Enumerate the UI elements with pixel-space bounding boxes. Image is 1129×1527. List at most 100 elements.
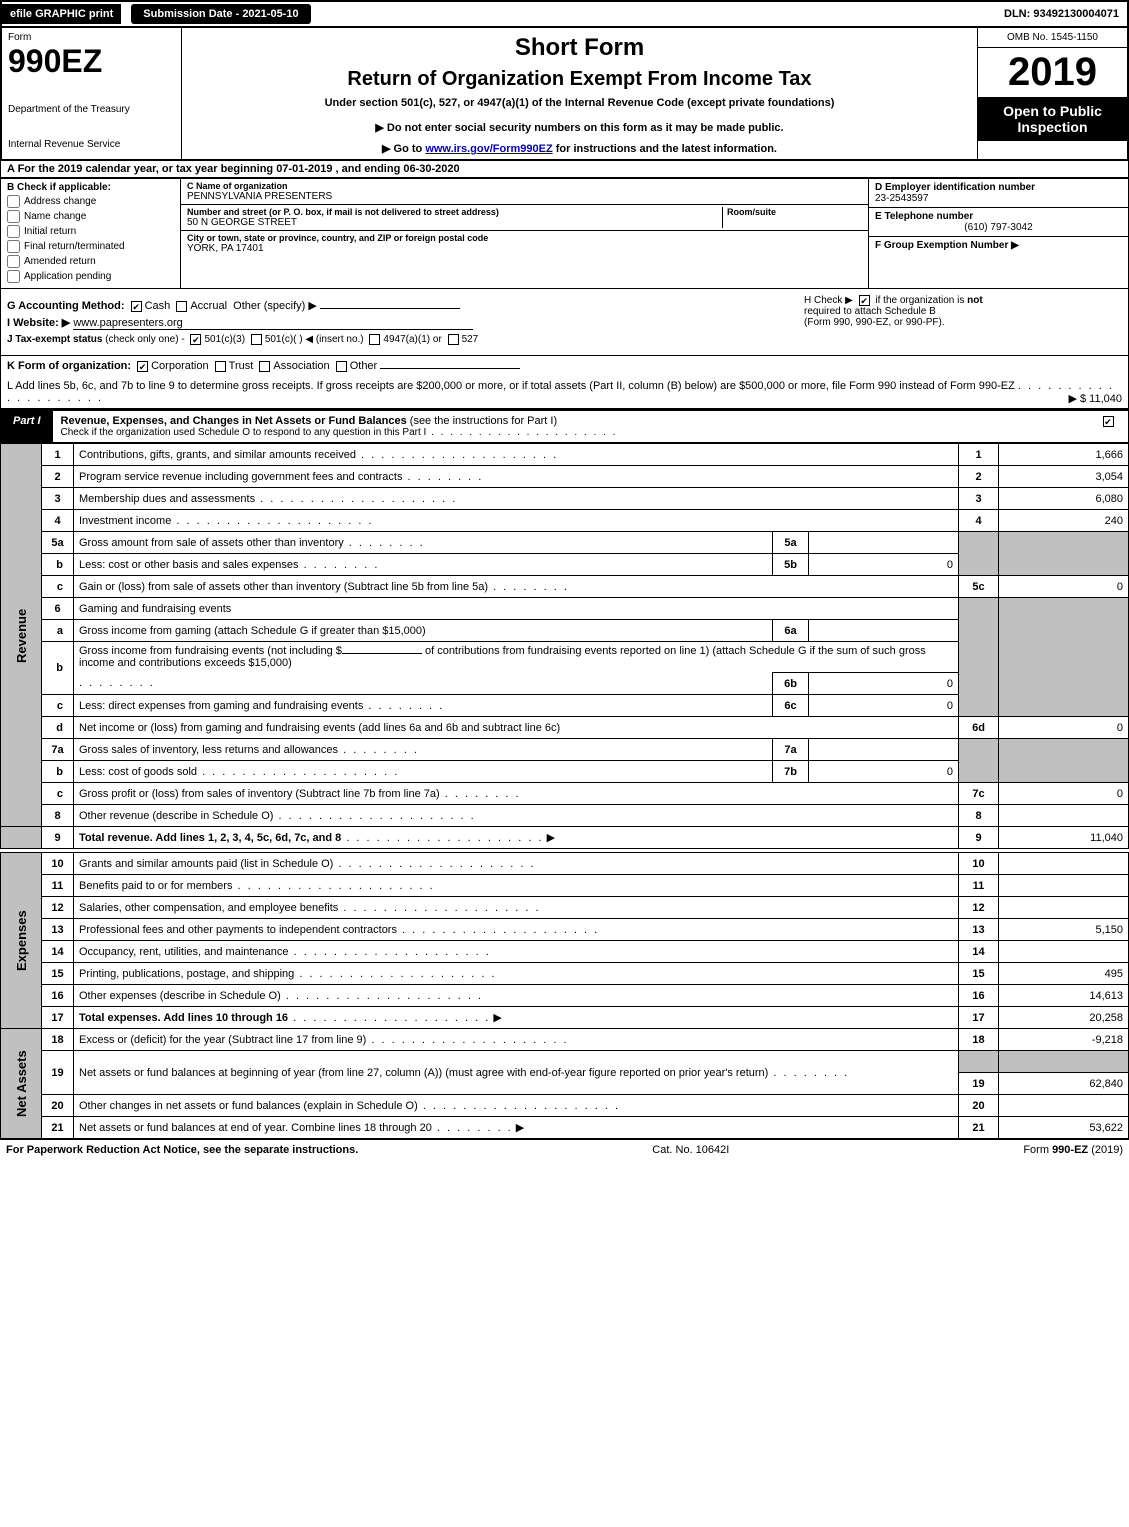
line-19-col: 19 — [959, 1073, 999, 1095]
line-15-col: 15 — [959, 963, 999, 985]
group-exempt-label: F Group Exemption Number ▶ — [875, 240, 1122, 251]
line-9-num: 9 — [42, 827, 74, 849]
grey-19v — [999, 1051, 1129, 1073]
check-pending[interactable]: Application pending — [7, 270, 174, 283]
line-18-desc: Excess or (deficit) for the year (Subtra… — [79, 1034, 366, 1046]
top-bar: efile GRAPHIC print Submission Date - 20… — [0, 0, 1129, 28]
checkbox-trust[interactable] — [215, 361, 226, 372]
paperwork-notice: For Paperwork Reduction Act Notice, see … — [6, 1144, 358, 1156]
checkbox-assoc[interactable] — [259, 361, 270, 372]
org-name: PENNSYLVANIA PRESENTERS — [187, 191, 862, 202]
line-4-num: 4 — [42, 510, 74, 532]
ghij-block: G Accounting Method: Cash Accrual Other … — [0, 289, 1129, 356]
opt-501c: 501(c)( ) ◀ (insert no.) — [265, 334, 364, 345]
line-16-val: 14,613 — [999, 985, 1129, 1007]
line-6a-desc: Gross income from gaming (attach Schedul… — [74, 620, 773, 642]
line-11-desc: Benefits paid to or for members — [79, 880, 232, 892]
checkbox-initial[interactable] — [7, 225, 20, 238]
phone-value: (610) 797-3042 — [875, 222, 1122, 233]
line-8-col: 8 — [959, 805, 999, 827]
line-7b-mval: 0 — [809, 761, 959, 783]
expenses-side-label: Expenses — [1, 853, 42, 1029]
check-amended[interactable]: Amended return — [7, 255, 174, 268]
line-9-col: 9 — [959, 827, 999, 849]
efile-print-label[interactable]: efile GRAPHIC print — [2, 4, 121, 24]
check-initial-return[interactable]: Initial return — [7, 225, 174, 238]
line-3-desc: Membership dues and assessments — [79, 493, 255, 505]
checkbox-other-org[interactable] — [336, 361, 347, 372]
line-6d-desc: Net income or (loss) from gaming and fun… — [74, 717, 959, 739]
line-19-val: 62,840 — [999, 1073, 1129, 1095]
check-name-change[interactable]: Name change — [7, 210, 174, 223]
checkbox-501c3[interactable] — [190, 334, 201, 345]
line-8-val — [999, 805, 1129, 827]
grey-7v — [999, 739, 1129, 783]
line-7a-num: 7a — [42, 739, 74, 761]
line-6a-num: a — [42, 620, 74, 642]
section-def: D Employer identification number 23-2543… — [868, 179, 1128, 288]
check-final-return[interactable]: Final return/terminated — [7, 240, 174, 253]
instructions-link-line: ▶ Go to www.irs.gov/Form990EZ for instru… — [190, 142, 969, 155]
h-mid: if the organization is — [875, 295, 967, 306]
grey-6v — [999, 598, 1129, 717]
line-17-desc: Total expenses. Add lines 10 through 16 — [79, 1012, 288, 1024]
opt-corp: Corporation — [151, 360, 208, 372]
cash-label: Cash — [145, 300, 171, 312]
line-15-num: 15 — [42, 963, 74, 985]
checkbox-accrual[interactable] — [176, 301, 187, 312]
opt-trust: Trust — [229, 360, 254, 372]
line-6d-val: 0 — [999, 717, 1129, 739]
line-19-desc: Net assets or fund balances at beginning… — [79, 1067, 768, 1079]
line-3-val: 6,080 — [999, 488, 1129, 510]
line-8-num: 8 — [42, 805, 74, 827]
line-6a-mval — [809, 620, 959, 642]
checkbox-4947[interactable] — [369, 334, 380, 345]
line-11-num: 11 — [42, 875, 74, 897]
line-2-val: 3,054 — [999, 466, 1129, 488]
line-6c-mini: 6c — [773, 695, 809, 717]
checkbox-address[interactable] — [7, 195, 20, 208]
line-1-num: 1 — [42, 444, 74, 466]
line-21-val: 53,622 — [999, 1117, 1129, 1139]
h-prefix: H Check ▶ — [804, 295, 853, 306]
checkbox-cash[interactable] — [131, 301, 142, 312]
line-20-desc: Other changes in net assets or fund bala… — [79, 1100, 418, 1112]
section-k: K Form of organization: Corporation Trus… — [0, 356, 1129, 376]
checkbox-name[interactable] — [7, 210, 20, 223]
section-b-header: B Check if applicable: — [7, 182, 174, 193]
checkbox-schedule-b[interactable] — [859, 295, 870, 306]
room-label: Room/suite — [727, 207, 862, 217]
irs-link[interactable]: www.irs.gov/Form990EZ — [425, 143, 552, 155]
other-org-line[interactable] — [380, 368, 520, 369]
checkbox-amended[interactable] — [7, 255, 20, 268]
part-1-title-sub: (see the instructions for Part I) — [410, 415, 557, 427]
tax-exempt-row: J Tax-exempt status (check only one) - 5… — [7, 334, 792, 345]
part-1-title-text: Revenue, Expenses, and Changes in Net As… — [61, 415, 407, 427]
checkbox-schedule-o[interactable] — [1103, 416, 1114, 427]
line-13-num: 13 — [42, 919, 74, 941]
line-14-desc: Occupancy, rent, utilities, and maintena… — [79, 946, 289, 958]
checkbox-pending[interactable] — [7, 270, 20, 283]
checkbox-corp[interactable] — [137, 361, 148, 372]
page-footer: For Paperwork Reduction Act Notice, see … — [0, 1139, 1129, 1160]
part-1-table: Revenue 1 Contributions, gifts, grants, … — [0, 443, 1129, 1139]
checkbox-527[interactable] — [448, 334, 459, 345]
open-inspection: Open to Public Inspection — [978, 97, 1127, 141]
part-1-label: Part I — [1, 411, 53, 442]
opt-501c3: 501(c)(3) — [204, 334, 245, 345]
ssn-notice: ▶ Do not enter social security numbers o… — [190, 121, 969, 134]
other-label: Other (specify) ▶ — [233, 300, 317, 312]
section-j-label: J Tax-exempt status — [7, 334, 102, 345]
section-i-label: I Website: ▶ — [7, 317, 70, 329]
checkbox-final[interactable] — [7, 240, 20, 253]
check-address-change[interactable]: Address change — [7, 195, 174, 208]
tax-year-range: A For the 2019 calendar year, or tax yea… — [0, 161, 1129, 179]
checkbox-501c[interactable] — [251, 334, 262, 345]
tax-year: 2019 — [978, 48, 1127, 97]
contrib-blank[interactable] — [342, 653, 422, 654]
line-17-col: 17 — [959, 1007, 999, 1029]
opt-assoc: Association — [273, 360, 329, 372]
line-10-desc: Grants and similar amounts paid (list in… — [79, 858, 333, 870]
other-specify-line[interactable] — [320, 308, 460, 309]
accounting-method-row: G Accounting Method: Cash Accrual Other … — [7, 299, 792, 312]
